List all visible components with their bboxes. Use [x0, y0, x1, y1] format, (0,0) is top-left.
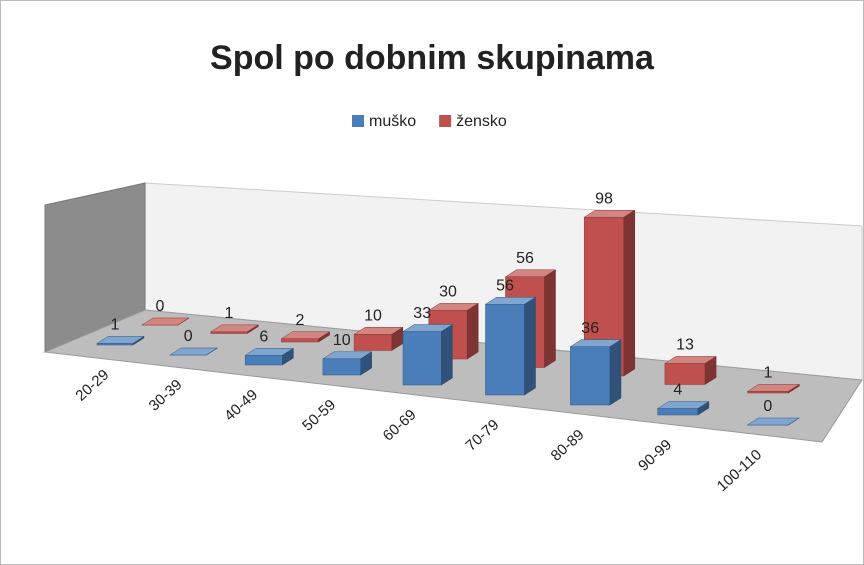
value-label: 10 [364, 308, 382, 325]
bar-front [402, 331, 442, 386]
bar [244, 347, 295, 366]
value-label: 13 [676, 337, 694, 354]
bar-front [353, 334, 393, 351]
bar-side [524, 296, 536, 396]
value-label: 10 [333, 332, 351, 349]
bar-front [657, 408, 699, 416]
value-label: 98 [595, 190, 613, 207]
bar [484, 296, 537, 396]
bar-side [132, 335, 145, 346]
bar-side [360, 351, 372, 376]
bar-front [244, 355, 283, 366]
bar-front [485, 304, 525, 396]
bar [656, 401, 710, 416]
bar-side [318, 331, 330, 343]
bar-front [664, 363, 706, 385]
bar-side [282, 347, 294, 366]
value-label: 1 [764, 365, 773, 382]
legend-swatch [352, 115, 364, 127]
value-label: 1 [111, 317, 120, 334]
bar [746, 417, 801, 426]
bar-side [788, 383, 800, 394]
bar [280, 331, 331, 343]
chart-title: Spol po dobnim skupinama [210, 39, 655, 77]
value-label: 30 [439, 284, 457, 301]
bar-side [247, 324, 259, 334]
bar-side [623, 209, 636, 377]
value-label: 2 [296, 312, 305, 329]
bar-side [697, 401, 710, 416]
bar-side [788, 417, 800, 426]
bar [169, 347, 219, 356]
value-label: 56 [496, 277, 514, 294]
bar [96, 335, 145, 346]
legend: muško žensko [352, 113, 507, 130]
bar-side [466, 302, 479, 360]
bar-side [206, 347, 218, 356]
value-label: 4 [673, 382, 682, 399]
bar [353, 326, 404, 351]
bar-front [322, 358, 361, 376]
value-label: 33 [413, 305, 431, 322]
value-label: 0 [184, 328, 193, 345]
bar [402, 324, 454, 386]
bar [322, 351, 373, 376]
bar [664, 355, 717, 385]
bar [209, 324, 260, 334]
bar-front [570, 346, 611, 406]
bar-side [544, 269, 556, 368]
legend-label: muško [369, 113, 416, 130]
bar-side [177, 317, 190, 326]
value-label: 6 [259, 328, 268, 345]
value-label: 36 [581, 320, 599, 337]
value-label: 0 [763, 398, 772, 415]
bar-side [704, 355, 717, 385]
bar-front [281, 338, 319, 343]
value-label: 1 [225, 305, 234, 322]
bar-side [609, 339, 622, 406]
bar [746, 383, 801, 394]
legend-label: žensko [456, 113, 507, 130]
value-label: 0 [156, 298, 165, 315]
bar [141, 317, 190, 326]
bar [569, 339, 622, 406]
value-label: 56 [516, 250, 534, 267]
legend-swatch [439, 115, 452, 127]
bar-side [441, 324, 453, 386]
